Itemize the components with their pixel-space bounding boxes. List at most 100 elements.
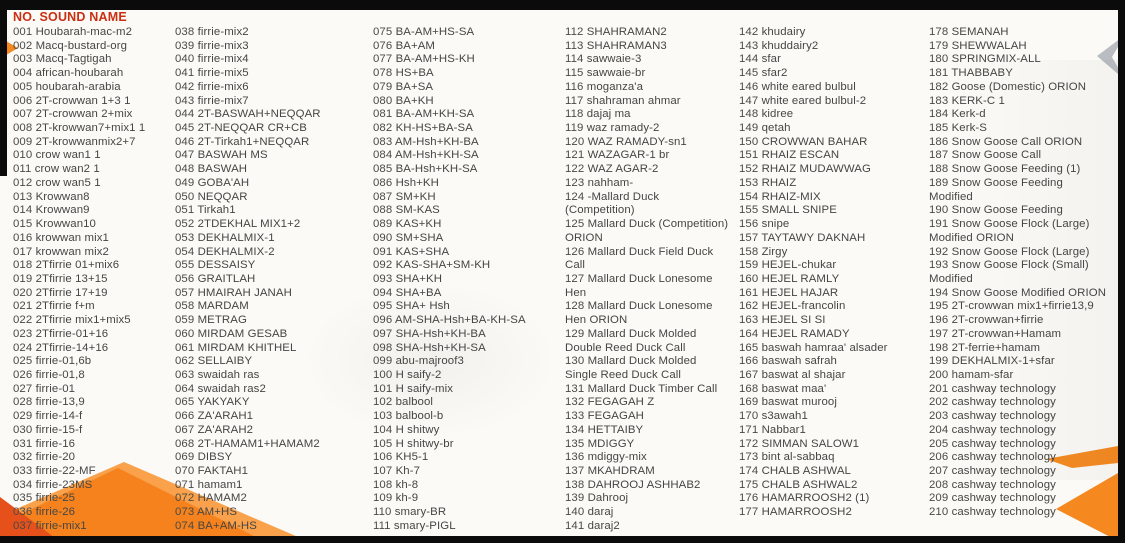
item-name: H saify-2 [395,368,442,381]
item-name: HS+BA [395,67,434,80]
item-number: 009 [13,135,33,148]
item-name: Snow Goose Modified ORION [951,286,1107,299]
list-item: 052 2TDEKHAL MIX1+2 [175,218,371,232]
list-item: 080 BA+KH [373,95,563,109]
item-number: 028 [13,396,33,409]
item-number: 126 [565,245,585,258]
item-name: DAHROOJ ASHHAB2 [587,478,701,491]
sound-list-column-3: 075 BA-AM+HS-SA 076 BA+AM 077 BA-AM+HS-KH 0… [373,26,563,534]
item-number: 048 [175,163,195,176]
item-number: 063 [175,368,195,381]
item-number: 066 [175,410,195,423]
list-item: 046 2T-Tirkah1+NEQQAR [175,136,371,150]
item-number: 012 [13,176,33,189]
item-number: 058 [175,300,195,313]
item-number: 064 [175,382,195,395]
list-item: 202 cashway technology [929,396,1121,410]
item-name: SPRINGMIX-ALL [951,53,1041,66]
item-number: 127 [565,272,585,285]
list-item: 182 Goose (Domestic) ORION [929,81,1121,95]
item-number: 070 [175,465,195,477]
item-number: 073 [175,506,195,519]
item-name: white eared bulbul-2 [761,94,867,107]
list-item: 174 CHALB ASHWAL [739,465,927,479]
item-number: 167 [739,368,759,381]
item-number: 207 [929,465,949,477]
item-name: daraj [587,506,614,519]
item-name: 2T-Tirkah1+NEQQAR [197,135,310,148]
list-item: 071 hamam1 [175,479,371,493]
item-number: 178 [929,26,949,38]
list-item: 104 H shitwy [373,424,563,438]
list-item: 178 SEMANAH [929,26,1121,40]
list-item: 101 H saify-mix [373,383,563,397]
list-item: 179 SHEWWALAH [929,40,1121,54]
sound-list-column-6: 178 SEMANAH 179 SHEWWALAH 180 SPRINGMIX-AL… [929,26,1121,520]
item-name: KAS+SHA [395,245,450,258]
item-name: 2T-crowwan 1+3 1 [35,94,131,107]
list-item: 006 2T-crowwan 1+3 1 [13,95,173,109]
list-item: 083 AM-Hsh+KH-BA [373,136,563,150]
item-number: 161 [739,286,759,299]
item-name: Mallard Duck Lonesome Hen [565,272,713,299]
list-item: 168 baswat maa' [739,383,927,397]
item-number: 002 [13,39,33,52]
list-item: 160 HEJEL RAMLY [739,273,927,287]
list-item: 205 cashway technology [929,438,1121,452]
list-item: 181 THABBABY [929,67,1121,81]
list-item: 027 firrie-01 [13,383,173,397]
item-number: 093 [373,272,393,285]
item-name: KH-HS+BA-SA [395,122,473,135]
item-name: firrie-13,9 [35,396,85,409]
item-number: 079 [373,80,393,93]
item-number: 016 [13,231,33,244]
list-item: 206 cashway technology [929,451,1121,465]
item-number: 172 [739,437,759,450]
list-item: 187 Snow Goose Call [929,149,1121,163]
item-number: 033 [13,465,33,477]
item-number: 054 [175,245,195,258]
item-number: 119 [565,122,584,135]
list-item: 144 sfar [739,53,927,67]
list-item: 136 mdiggy-mix [565,451,743,465]
item-name: Kerk-d [951,108,986,121]
item-number: 132 [565,396,585,409]
list-item: 175 CHALB ASHWAL2 [739,479,927,493]
item-name: snipe [761,218,790,231]
item-number: 089 [373,218,393,231]
list-item: 054 DEKHALMIX-2 [175,246,371,260]
item-name: DESSAISY [197,259,256,272]
list-item: 162 HEJEL-francolin [739,300,927,314]
list-item: 073 AM+HS [175,506,371,520]
item-number: 155 [739,204,759,217]
item-name: Krowwan10 [35,218,96,231]
item-name: smary-PIGL [393,519,456,532]
item-number: 142 [739,26,759,38]
item-name: sawwaie-br [586,67,646,80]
item-name: HAMARROOSH2 (1) [761,492,870,505]
item-number: 103 [373,410,393,423]
item-number: 208 [929,478,949,491]
item-name: Zirgy [761,245,788,258]
item-name: cashway technology [951,437,1056,450]
list-item: 137 MKAHDRAM [565,465,743,479]
list-item: 180 SPRINGMIX-ALL [929,53,1121,67]
item-name: HEJEL SI SI [761,314,826,327]
item-number: 032 [13,451,33,464]
item-name: baswah safrah [761,355,837,368]
item-name: hamam1 [197,478,243,491]
item-name: FEGAGAH Z [587,396,655,409]
item-name: sfar [761,53,781,66]
list-item: 076 BA+AM [373,40,563,54]
list-item: 103 balbool-b [373,410,563,424]
item-name: firrie-23MS [35,478,93,491]
sound-list-column-2: 038 firrie-mix2 039 firrie-mix3 040 firrie… [175,26,371,534]
list-item: 049 GOBA'AH [175,177,371,191]
item-number: 131 [565,382,585,395]
list-item: 067 ZA'ARAH2 [175,424,371,438]
item-number: 082 [373,122,393,135]
item-number: 010 [13,149,33,162]
item-name: Snow Goose Flock (Large) Modified ORION [929,218,1090,244]
item-number: 050 [175,190,195,203]
list-item: 044 2T-BASWAH+NEQQAR [175,108,371,122]
